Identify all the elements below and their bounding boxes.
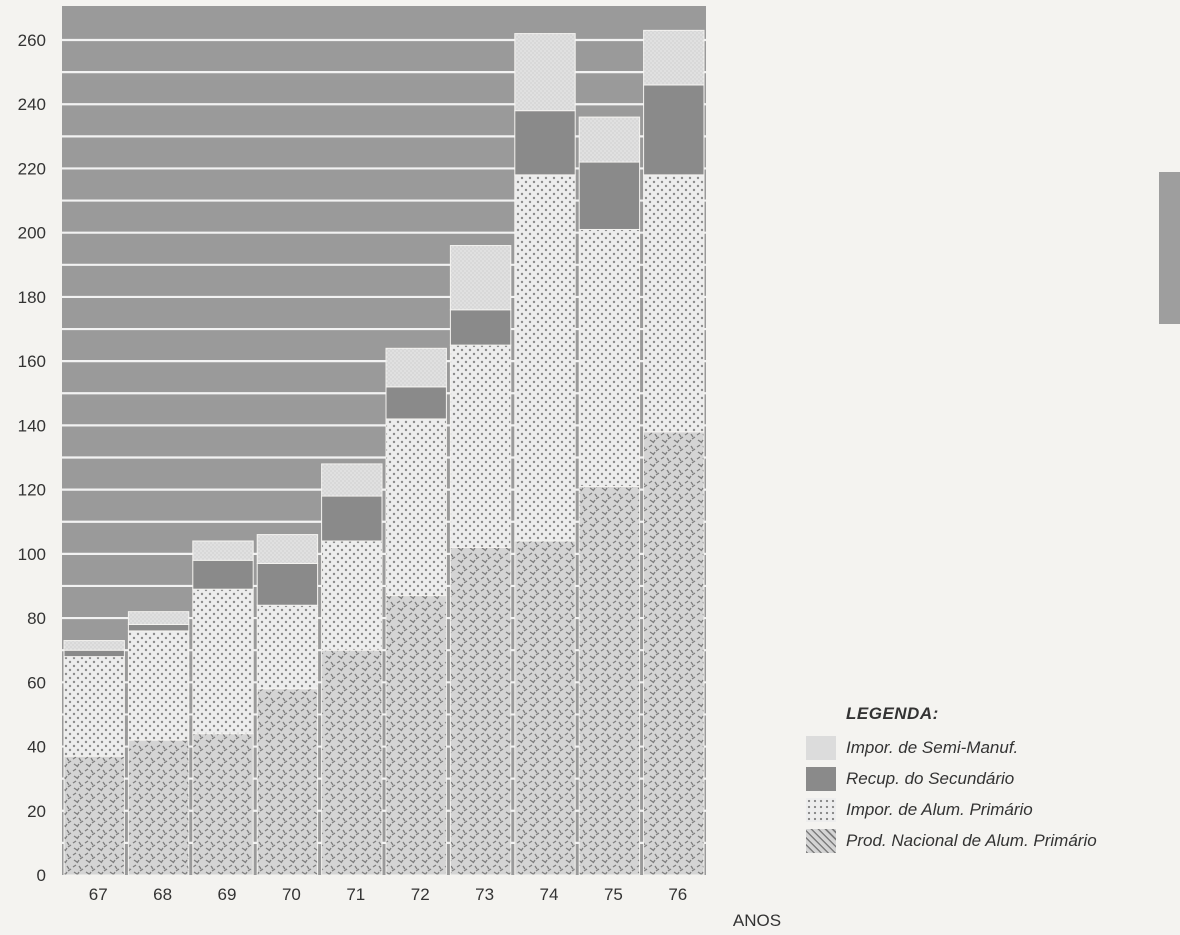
y-tick-label: 200: [18, 224, 46, 243]
y-tick-label: 40: [27, 738, 46, 757]
legend-item: Impor. de Semi-Manuf.: [806, 732, 1097, 763]
bar-segment-75-s2: [578, 161, 641, 230]
bar-segment-69-s0: [192, 733, 254, 876]
bar-segment-75-s1: [578, 228, 641, 487]
bar-segment-67-s2: [63, 649, 125, 658]
bar-segment-75-s3: [578, 116, 641, 163]
bar-segment-76-s1: [643, 174, 705, 433]
legend-swatch: [806, 735, 836, 760]
x-tick-label: 67: [89, 885, 108, 904]
bar-segment-71-s2: [321, 495, 383, 542]
y-tick-label: 240: [18, 95, 46, 114]
x-tick-label: 71: [346, 885, 365, 904]
bar-segment-67-s0: [63, 755, 125, 876]
x-tick-label: 72: [411, 885, 430, 904]
y-tick-label: 20: [27, 802, 46, 821]
x-tick-label: 70: [282, 885, 301, 904]
x-tick-label: 75: [604, 885, 623, 904]
bar-segment-74-s0: [514, 540, 576, 876]
bar-segment-73-s1: [449, 344, 512, 548]
bar-segment-72-s2: [385, 386, 447, 420]
x-tick-label: 76: [668, 885, 687, 904]
bar-segment-72-s3: [385, 347, 447, 388]
legend-item: Recup. do Secundário: [806, 763, 1097, 794]
bar-segment-73-s3: [449, 245, 512, 311]
bar-segment-67-s1: [63, 656, 125, 757]
x-axis-label: ANOS: [733, 911, 781, 930]
bar-segment-74-s1: [514, 174, 576, 542]
legend: LEGENDA: Impor. de Semi-Manuf. Recup. do …: [806, 704, 1097, 856]
legend-swatch: [806, 828, 836, 853]
x-tick-label: 68: [153, 885, 172, 904]
bar-segment-74-s2: [514, 110, 576, 176]
bar-segment-69-s3: [192, 540, 254, 561]
y-tick-label: 160: [18, 352, 46, 371]
legend-swatch: [806, 797, 836, 822]
legend-label: Impor. de Alum. Primário: [846, 799, 1033, 819]
y-tick-label: 180: [18, 288, 46, 307]
legend-label: Impor. de Semi-Manuf.: [846, 737, 1019, 757]
y-tick-label: 60: [27, 673, 46, 692]
bar-segment-71-s0: [321, 649, 383, 876]
y-tick-label: 80: [27, 609, 46, 628]
legend-swatch: [806, 766, 836, 791]
bar-segment-70-s2: [256, 562, 319, 606]
x-axis-ticks: 67 68 69 70 71 72 73 74 75 76: [89, 885, 688, 904]
bar-segment-71-s1: [321, 540, 383, 651]
page-edge-tab: [1159, 172, 1180, 324]
legend-items: Impor. de Semi-Manuf. Recup. do Secundári…: [806, 732, 1097, 856]
y-tick-label: 0: [37, 866, 46, 885]
x-tick-label: 73: [475, 885, 494, 904]
bar-segment-72-s1: [385, 418, 447, 597]
bar-segment-72-s0: [385, 595, 447, 876]
legend-item: Impor. de Alum. Primário: [806, 794, 1097, 825]
bar-segment-68-s1: [127, 630, 190, 741]
bar-segment-69-s1: [192, 588, 254, 735]
bar-segment-70-s1: [256, 604, 319, 690]
bar-segment-73-s2: [449, 309, 512, 346]
bar-segment-68-s2: [127, 624, 190, 632]
y-axis-ticks: 0 20 40 60 80 100 120 140 160 180 200 220 240 260: [18, 31, 46, 885]
y-tick-label: 260: [18, 31, 46, 50]
bar-segment-76-s2: [643, 84, 705, 176]
bar-segment-70-s0: [256, 688, 319, 876]
legend-title: LEGENDA:: [846, 704, 939, 723]
bar-segment-68-s3: [127, 611, 190, 626]
y-tick-label: 140: [18, 416, 46, 435]
bar-segment-70-s3: [256, 534, 319, 564]
bar-segment-71-s3: [321, 463, 383, 497]
x-tick-label: 74: [540, 885, 559, 904]
bars: [63, 29, 705, 876]
legend-item: Prod. Nacional de Alum. Primário: [806, 825, 1097, 856]
bar-segment-73-s0: [449, 546, 512, 876]
y-tick-label: 120: [18, 481, 46, 500]
bar-segment-76-s3: [643, 29, 705, 86]
x-tick-label: 69: [218, 885, 237, 904]
bar-segment-75-s0: [578, 485, 641, 876]
bar-segment-74-s3: [514, 33, 576, 112]
y-tick-label: 220: [18, 159, 46, 178]
legend-label: Prod. Nacional de Alum. Primário: [846, 830, 1097, 850]
bar-segment-76-s0: [643, 431, 705, 876]
bar-segment-67-s3: [63, 640, 125, 651]
y-tick-label: 100: [18, 545, 46, 564]
bar-segment-69-s2: [192, 559, 254, 590]
legend-label: Recup. do Secundário: [846, 768, 1015, 788]
bar-segment-68-s0: [127, 739, 190, 876]
